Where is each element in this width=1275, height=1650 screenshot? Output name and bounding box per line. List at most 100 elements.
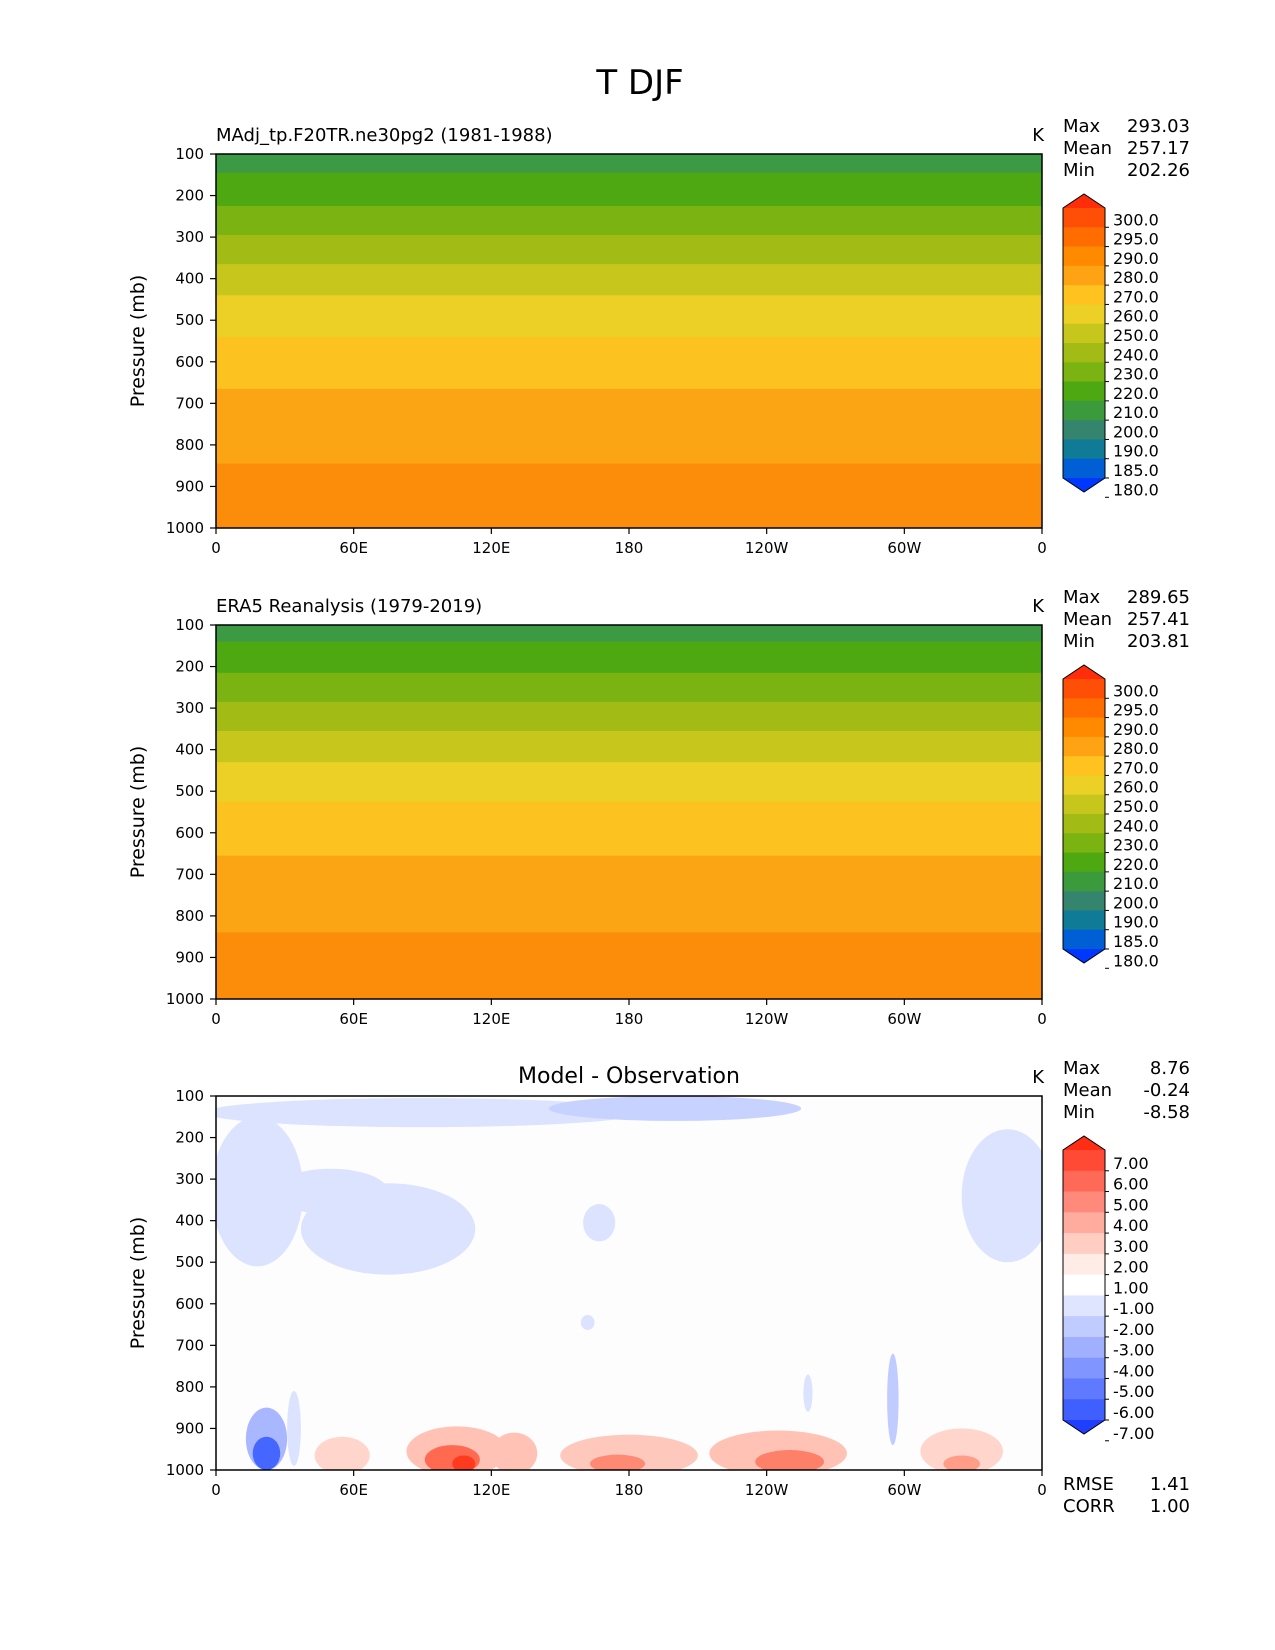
y-tick-label: 1000 <box>166 519 204 537</box>
y-tick-label: 300 <box>175 228 204 246</box>
colorbar-label: 180.0 <box>1113 951 1159 970</box>
y-tick-label: 100 <box>175 145 204 163</box>
x-tick-label: 0 <box>1037 1481 1047 1499</box>
x-tick-label: 60W <box>887 539 921 557</box>
colorbar-extend-bottom <box>1063 1420 1105 1434</box>
colorbar-segment <box>1063 871 1105 892</box>
x-ticks: 0 60E 120E 180 120W 60W 0 <box>211 528 1047 557</box>
colorbar-label: 270.0 <box>1113 758 1159 777</box>
colorbar-extend-bottom <box>1063 949 1105 963</box>
x-tick-label: 120E <box>472 1481 510 1499</box>
colorbar-segment <box>1063 285 1105 305</box>
y-ticks: 100 200 300 400 500 600 700 800 900 1000 <box>166 616 216 1008</box>
y-tick-label: 500 <box>175 782 204 800</box>
panel-model: MAdj_tp.F20TR.ne30pg2 (1981-1988) K Pres… <box>127 116 1190 557</box>
colorbar-segment <box>1063 1316 1105 1338</box>
y-tick-label: 200 <box>175 658 204 676</box>
x-ticks: 0 60E 120E 180 120W 60W 0 <box>211 999 1047 1028</box>
contour-region <box>273 1168 389 1215</box>
stat-label: CORR <box>1063 1496 1115 1517</box>
colorbar-segment <box>1063 833 1105 854</box>
colorbar: 300.0295.0290.0280.0270.0260.0250.0240.0… <box>1062 193 1159 499</box>
colorbar-segment <box>1063 208 1105 228</box>
y-tick-label: 800 <box>175 1378 204 1396</box>
y-ticks: 100 200 300 400 500 600 700 800 900 1000 <box>166 1087 216 1479</box>
x-tick-label: 120W <box>745 1010 789 1028</box>
x-tick-label: 60E <box>339 539 368 557</box>
y-tick-label: 900 <box>175 1419 204 1437</box>
colorbar-segment <box>1063 1378 1105 1400</box>
colorbar-segment <box>1063 929 1105 950</box>
contour-region <box>961 1129 1042 1263</box>
y-tick-label: 500 <box>175 311 204 329</box>
x-tick-label: 120W <box>745 539 789 557</box>
colorbar-label: 290.0 <box>1113 720 1159 739</box>
colorbar-label: 260.0 <box>1113 778 1159 797</box>
colorbar-label: 280.0 <box>1113 268 1159 287</box>
contour-band <box>216 855 1042 934</box>
colorbar-label: -7.00 <box>1113 1424 1154 1443</box>
colorbar-segment <box>1063 246 1105 267</box>
colorbar-segment <box>1063 1357 1105 1379</box>
contour-band <box>216 463 1042 528</box>
panel-observation: ERA5 Reanalysis (1979-2019) K Pressure (… <box>127 587 1190 1028</box>
x-tick-label: 0 <box>1037 539 1047 557</box>
plot-area <box>216 625 1042 999</box>
contour-region <box>580 1314 595 1330</box>
x-tick-label: 0 <box>211 1481 221 1499</box>
y-tick-label: 100 <box>175 1087 204 1105</box>
contour-band <box>216 388 1042 465</box>
contour-region <box>583 1204 616 1242</box>
colorbar-label: 220.0 <box>1113 855 1159 874</box>
stat-value: -0.24 <box>1143 1080 1190 1101</box>
contour-band <box>216 625 1042 643</box>
colorbar-segment <box>1063 1212 1105 1234</box>
colorbar-segment <box>1063 420 1105 440</box>
colorbar-segment <box>1063 814 1105 834</box>
contour-region <box>887 1353 899 1446</box>
y-tick-label: 600 <box>175 824 204 842</box>
contour-band <box>216 801 1042 857</box>
colorbar-label: -4.00 <box>1113 1361 1154 1380</box>
x-tick-label: 0 <box>211 1010 221 1028</box>
colorbar-segment <box>1063 679 1105 699</box>
contour-band <box>216 205 1042 236</box>
colorbar-segment <box>1063 343 1105 363</box>
colorbar-label: 190.0 <box>1113 442 1159 461</box>
stat-label: RMSE <box>1063 1474 1114 1495</box>
contour-region <box>452 1455 476 1470</box>
x-tick-label: 60W <box>887 1010 921 1028</box>
stat-value: 1.00 <box>1150 1496 1190 1517</box>
contour-band <box>216 762 1042 803</box>
colorbar-label: 3.00 <box>1113 1237 1149 1256</box>
contour-region <box>548 1096 802 1121</box>
colorbar-segment <box>1063 891 1105 911</box>
contour-region <box>252 1436 281 1470</box>
colorbar-segment <box>1063 736 1105 757</box>
x-tick-label: 60E <box>339 1010 368 1028</box>
contour-band <box>216 264 1042 296</box>
colorbar-segment <box>1063 794 1105 815</box>
stat-label: Mean <box>1063 138 1112 159</box>
colorbar-label: 230.0 <box>1113 836 1159 855</box>
stat-value: -8.58 <box>1143 1102 1190 1123</box>
stat-label: Min <box>1063 160 1095 181</box>
colorbar-segment <box>1063 698 1105 719</box>
contour-band <box>216 172 1042 207</box>
colorbar-label: 300.0 <box>1113 210 1159 229</box>
y-tick-label: 800 <box>175 907 204 925</box>
x-tick-label: 60E <box>339 1481 368 1499</box>
colorbar-segment <box>1063 1295 1105 1317</box>
stat-label: Min <box>1063 631 1095 652</box>
plot-area <box>216 1096 1042 1470</box>
colorbar-segment <box>1063 1150 1105 1172</box>
stat-label: Max <box>1063 587 1101 608</box>
x-tick-label: 180 <box>615 1010 644 1028</box>
colorbar-label: 240.0 <box>1113 816 1159 835</box>
colorbar-segment <box>1063 362 1105 383</box>
stat-value: 257.41 <box>1127 609 1190 630</box>
colorbar-segment <box>1063 458 1105 479</box>
colorbar-segment <box>1063 323 1105 344</box>
colorbar-label: 280.0 <box>1113 739 1159 758</box>
x-tick-label: 0 <box>211 539 221 557</box>
